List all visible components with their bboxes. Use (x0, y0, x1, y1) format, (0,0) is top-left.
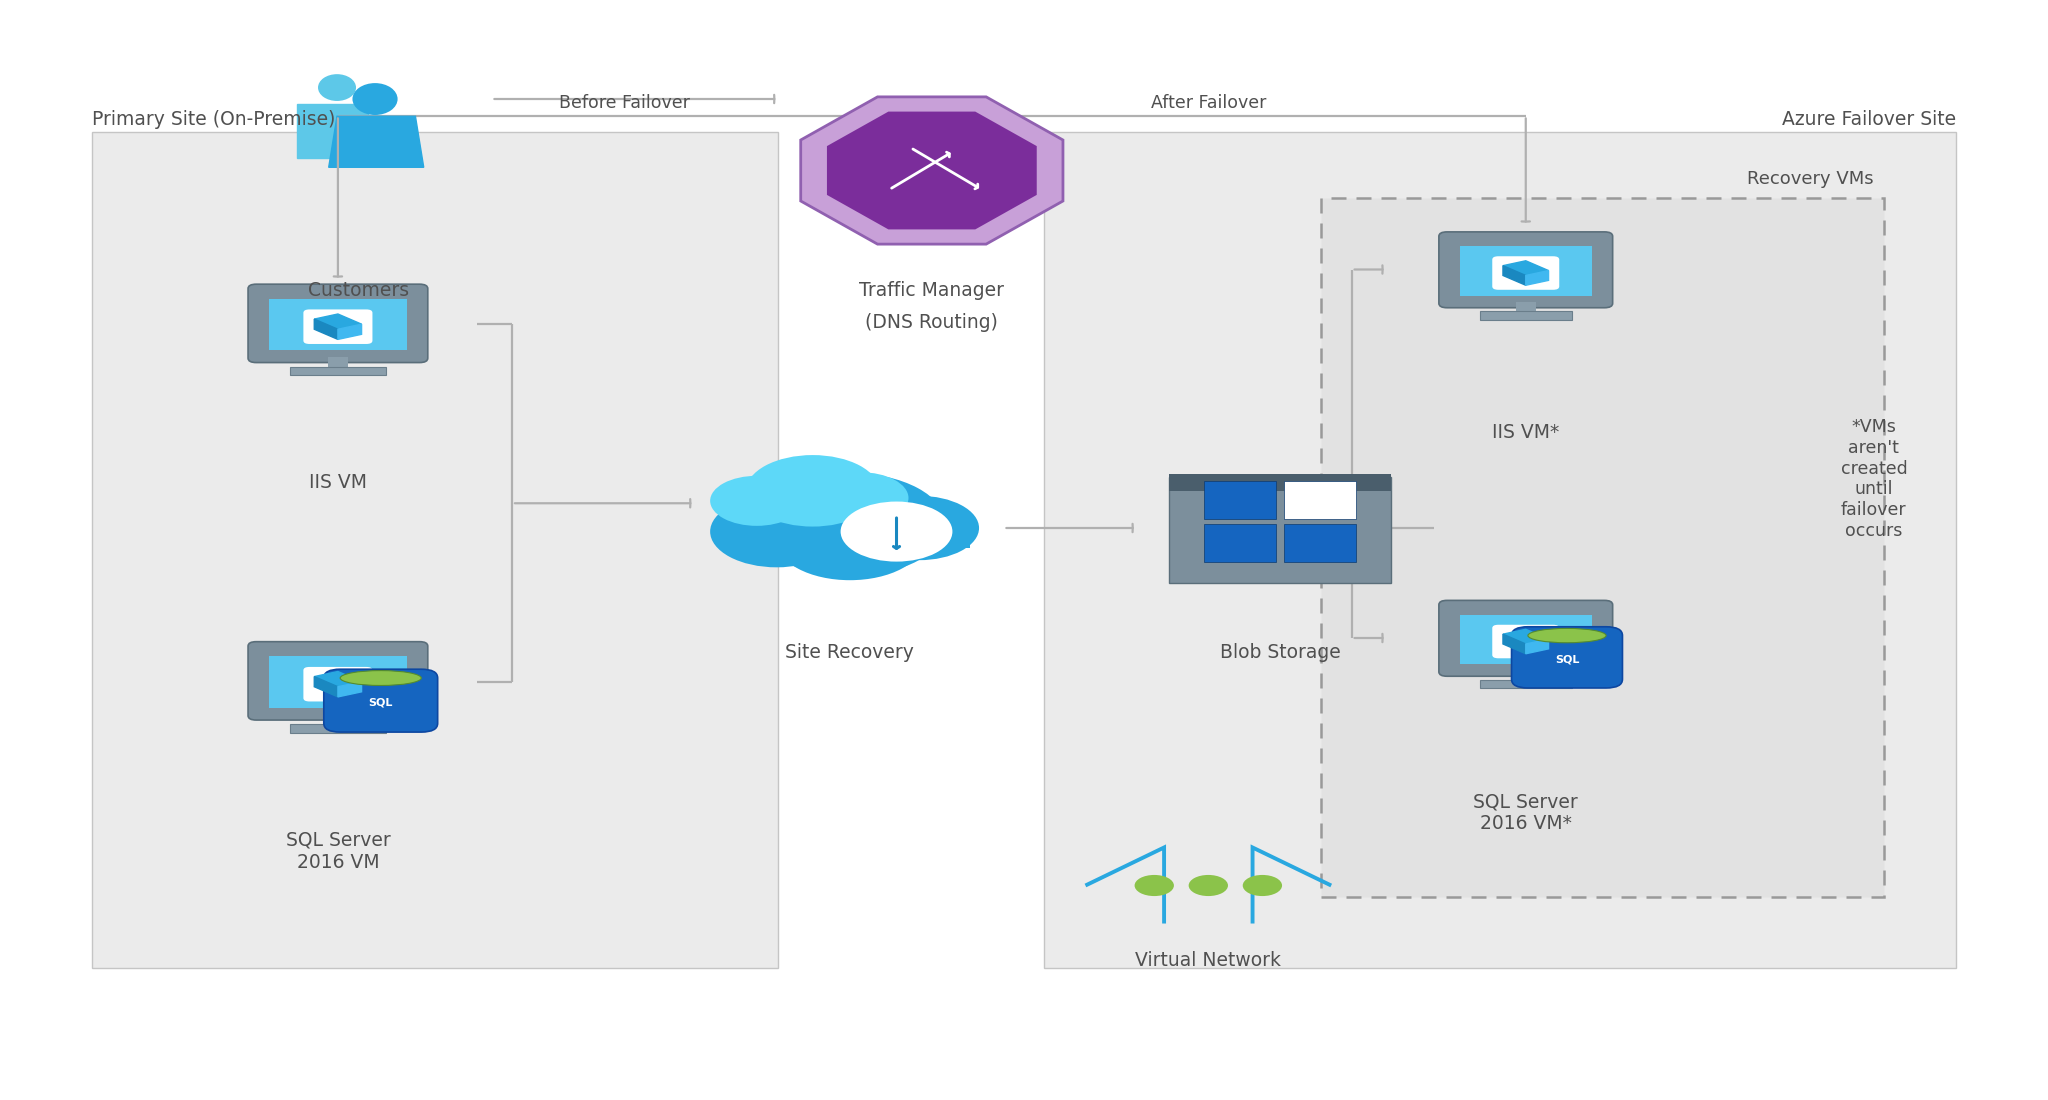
FancyBboxPatch shape (303, 667, 373, 702)
Bar (729, 527, 971, 548)
Polygon shape (313, 671, 362, 686)
Bar (1204, 481, 1276, 519)
Bar (92, 132, 778, 968)
Text: Traffic Manager: Traffic Manager (860, 280, 1004, 299)
Bar (328, 715, 348, 724)
Polygon shape (1526, 639, 1548, 653)
Text: Primary Site (On-Premise): Primary Site (On-Premise) (92, 110, 336, 129)
Polygon shape (1503, 261, 1548, 275)
Text: IIS VM: IIS VM (309, 473, 367, 492)
Text: Azure Failover Site: Azure Failover Site (1782, 110, 1956, 129)
Polygon shape (1526, 271, 1548, 285)
Text: After Failover: After Failover (1151, 94, 1266, 111)
Polygon shape (827, 111, 1036, 230)
Bar (328, 356, 348, 366)
Polygon shape (1503, 635, 1526, 653)
Ellipse shape (352, 84, 397, 116)
FancyBboxPatch shape (248, 284, 428, 363)
Circle shape (813, 472, 909, 524)
Bar (1204, 524, 1276, 562)
Polygon shape (313, 676, 338, 697)
Polygon shape (1503, 266, 1526, 285)
FancyBboxPatch shape (1440, 601, 1612, 676)
Polygon shape (313, 319, 338, 340)
Bar (1479, 311, 1573, 320)
Circle shape (745, 455, 879, 527)
Ellipse shape (317, 74, 356, 101)
Polygon shape (1503, 629, 1548, 644)
Circle shape (711, 496, 844, 568)
Ellipse shape (1528, 628, 1606, 642)
Text: SQL Server
2016 VM*: SQL Server 2016 VM* (1473, 792, 1579, 833)
Text: SQL: SQL (369, 697, 393, 707)
Circle shape (754, 473, 946, 576)
Circle shape (840, 502, 952, 562)
FancyBboxPatch shape (1493, 625, 1559, 658)
Circle shape (1135, 874, 1174, 896)
Text: *VMs
aren't
created
until
failover
occurs: *VMs aren't created until failover occur… (1841, 418, 1907, 540)
Text: SQL: SQL (1554, 654, 1579, 664)
FancyBboxPatch shape (1440, 232, 1612, 308)
Ellipse shape (340, 671, 422, 685)
Bar (1169, 477, 1391, 583)
Circle shape (860, 496, 979, 560)
Bar (729, 488, 864, 508)
Polygon shape (297, 103, 369, 157)
Bar (1516, 302, 1536, 311)
Polygon shape (338, 682, 362, 697)
Bar (270, 299, 406, 350)
Text: Site Recovery: Site Recovery (786, 644, 913, 662)
FancyBboxPatch shape (248, 641, 428, 720)
Bar (1460, 615, 1591, 664)
Text: IIS VM*: IIS VM* (1493, 424, 1559, 442)
Bar (1460, 246, 1591, 296)
Bar (1516, 671, 1536, 680)
FancyBboxPatch shape (324, 669, 438, 733)
Polygon shape (801, 97, 1063, 244)
Polygon shape (328, 117, 424, 167)
Bar (291, 366, 385, 375)
FancyBboxPatch shape (1493, 256, 1559, 289)
FancyBboxPatch shape (303, 309, 373, 344)
Text: SQL Server
2016 VM: SQL Server 2016 VM (285, 830, 391, 871)
Bar (291, 724, 385, 733)
Bar (270, 657, 406, 707)
Bar (1044, 132, 1956, 968)
Polygon shape (313, 314, 362, 329)
Bar (1321, 198, 1884, 896)
Text: Before Failover: Before Failover (559, 94, 690, 111)
Polygon shape (338, 324, 362, 340)
Bar (1284, 481, 1356, 519)
Bar (1284, 524, 1356, 562)
Text: Blob Storage: Blob Storage (1221, 644, 1339, 662)
Circle shape (776, 502, 924, 580)
Circle shape (711, 476, 803, 526)
Text: Recovery VMs: Recovery VMs (1747, 170, 1874, 188)
Text: (DNS Routing): (DNS Routing) (866, 314, 997, 332)
Bar (1169, 474, 1391, 491)
Circle shape (1188, 874, 1229, 896)
FancyBboxPatch shape (1511, 627, 1622, 688)
Bar (1479, 680, 1573, 689)
Text: Virtual Network: Virtual Network (1135, 952, 1282, 970)
Text: Customers: Customers (307, 280, 410, 299)
Circle shape (1243, 874, 1282, 896)
